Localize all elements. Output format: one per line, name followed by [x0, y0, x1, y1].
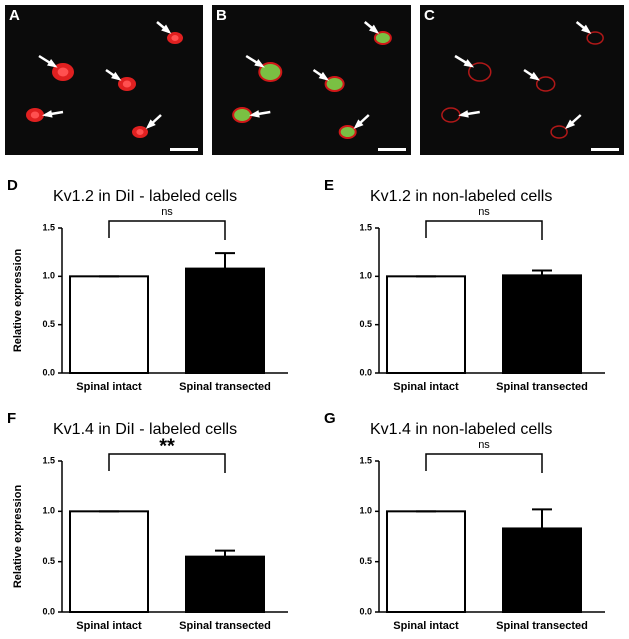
- x-tick-label: Spinal intact: [76, 381, 142, 393]
- cell: [373, 31, 392, 45]
- significance-label: ns: [161, 206, 173, 218]
- panel-label: G: [324, 410, 336, 427]
- arrow-head: [529, 71, 540, 81]
- arrow-head: [318, 71, 330, 81]
- significance-bracket: [425, 220, 543, 240]
- chart-title: Kv1.2 in non-labeled cells: [370, 188, 552, 205]
- x-tick-label: Spinal intact: [393, 620, 459, 632]
- arrow-head: [463, 59, 475, 68]
- y-tick-label: 0.0: [359, 606, 372, 616]
- chart-title: Kv1.4 in DiI - labeled cells: [53, 421, 237, 438]
- arrow-head: [42, 110, 53, 118]
- cell: [232, 107, 253, 123]
- y-tick-label: 1.0: [359, 506, 372, 516]
- cell-core: [171, 35, 179, 41]
- arrow-head: [254, 59, 265, 68]
- y-tick-label: 0.0: [42, 367, 55, 377]
- panel-label: E: [324, 177, 334, 194]
- significance-bracket: [108, 453, 226, 473]
- scale-bar: [170, 148, 198, 151]
- arrow-head: [458, 110, 469, 118]
- arrow-head: [161, 24, 172, 34]
- arrow-head: [581, 24, 592, 34]
- micrograph: [420, 5, 624, 155]
- significance-label: ns: [478, 206, 490, 218]
- panel-label: B: [216, 7, 227, 24]
- cell: [324, 76, 345, 92]
- cell-core: [122, 80, 132, 88]
- cell: [468, 62, 492, 82]
- bar: [185, 267, 265, 375]
- y-tick-label: 0.0: [359, 367, 372, 377]
- panel-label: C: [424, 7, 435, 24]
- x-tick-label: Spinal intact: [393, 381, 459, 393]
- cell: [550, 125, 568, 139]
- significance-bracket: [425, 453, 543, 473]
- arrow-head: [353, 119, 364, 130]
- chart-title: Kv1.2 in DiI - labeled cells: [53, 188, 237, 205]
- arrow-head: [145, 119, 156, 130]
- micrograph: [5, 5, 203, 155]
- significance-label: ns: [478, 439, 490, 451]
- bar: [185, 555, 265, 614]
- y-tick-label: 1.5: [359, 222, 372, 232]
- cell-core: [30, 111, 40, 119]
- x-tick-label: Spinal transected: [179, 620, 271, 632]
- cell: [338, 125, 357, 139]
- arrow-head: [111, 71, 122, 81]
- cell-core: [136, 129, 144, 135]
- cell-core: [57, 67, 69, 77]
- chart-title: Kv1.4 in non-labeled cells: [370, 421, 552, 438]
- bar: [502, 274, 582, 374]
- y-tick-label: 1.0: [42, 506, 55, 516]
- panel-label: D: [7, 177, 18, 194]
- x-tick-label: Spinal transected: [496, 620, 588, 632]
- y-tick-label: 0.5: [42, 319, 55, 329]
- scale-bar: [378, 148, 406, 151]
- x-tick-label: Spinal transected: [496, 381, 588, 393]
- arrow-head: [565, 119, 576, 130]
- y-tick-label: 1.5: [42, 455, 55, 465]
- y-axis-label: Relative expression: [12, 249, 24, 353]
- arrow-head: [47, 59, 58, 68]
- cell: [258, 62, 283, 82]
- cell: [586, 31, 604, 45]
- cell: [535, 76, 556, 92]
- arrow-head: [249, 110, 260, 118]
- bar: [502, 527, 582, 613]
- bar: [69, 510, 149, 614]
- scale-bar: [591, 148, 619, 151]
- y-tick-label: 0.5: [359, 556, 372, 566]
- bar: [69, 275, 149, 375]
- y-tick-label: 0.0: [42, 606, 55, 616]
- significance-label: **: [159, 435, 175, 457]
- y-tick-label: 1.5: [359, 455, 372, 465]
- micrograph: [212, 5, 411, 155]
- x-tick-label: Spinal intact: [76, 620, 142, 632]
- arrow-head: [368, 24, 380, 34]
- panel-label: A: [9, 7, 20, 24]
- y-tick-label: 1.0: [359, 271, 372, 281]
- y-axis-label: Relative expression: [12, 485, 24, 589]
- y-tick-label: 0.5: [42, 556, 55, 566]
- bar: [386, 510, 466, 614]
- bar: [386, 275, 466, 375]
- x-tick-label: Spinal transected: [179, 381, 271, 393]
- panel-label: F: [7, 410, 16, 427]
- significance-bracket: [108, 220, 226, 240]
- y-tick-label: 1.5: [42, 222, 55, 232]
- y-tick-label: 0.5: [359, 319, 372, 329]
- y-tick-label: 1.0: [42, 271, 55, 281]
